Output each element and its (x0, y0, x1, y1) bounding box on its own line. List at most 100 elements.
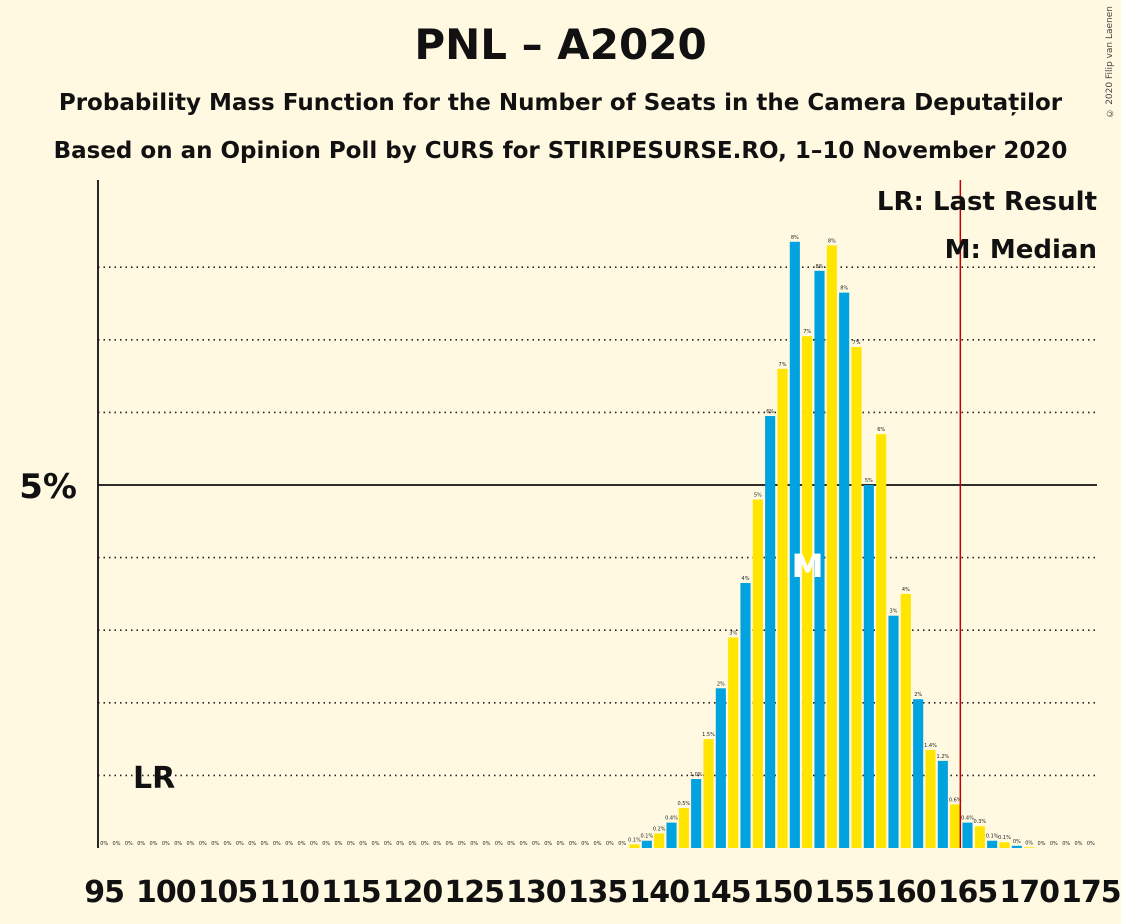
chart-subtitle-2: Based on an Opinion Poll by CURS for STI… (53, 138, 1068, 164)
bar-seat-140 (654, 833, 665, 848)
bar-seat-168 (999, 842, 1010, 848)
bar-value-label: 1.4% (924, 743, 937, 749)
x-tick-label: 130 (506, 875, 566, 910)
bar-value-label: 0% (544, 841, 552, 847)
bar-value-label: 0% (285, 841, 293, 847)
bar-seat-161 (913, 699, 924, 848)
bar-value-label: 1.0% (690, 772, 703, 778)
bar-seat-159 (888, 615, 899, 848)
bar-seat-139 (641, 840, 652, 848)
bar-seat-166 (974, 826, 985, 848)
x-tick-label: 135 (568, 875, 628, 910)
x-tick-label: 110 (259, 875, 319, 910)
bar-seat-143 (691, 779, 702, 848)
x-tick-label: 165 (938, 875, 998, 910)
bar-value-label: 3% (890, 609, 898, 615)
bar-value-label: 0% (187, 841, 195, 847)
bar-value-label: 0% (125, 841, 133, 847)
bar-seat-169 (1011, 845, 1022, 848)
bar-value-label: 7% (779, 362, 787, 368)
bar-value-label: 0% (421, 841, 429, 847)
bar-value-label: 0.1% (640, 834, 653, 840)
chart-subtitle-1: Probability Mass Function for the Number… (58, 90, 1063, 116)
bar-value-label: 0% (396, 841, 404, 847)
bar-value-label: 0% (347, 841, 355, 847)
x-tick-label: 145 (691, 875, 751, 910)
bar-seat-149 (765, 416, 776, 848)
x-tick-label: 140 (629, 875, 689, 910)
bar-value-label: 6% (877, 427, 885, 433)
bar-value-label: 0% (174, 841, 182, 847)
bar-value-label: 0% (372, 841, 380, 847)
bar-value-label: 0% (100, 841, 108, 847)
bar-value-label: 2% (717, 681, 725, 687)
bar-value-label: 0.5% (677, 801, 690, 807)
bar-seat-154 (826, 245, 837, 849)
bar-value-label: 5% (754, 493, 762, 499)
x-tick-label: 100 (136, 875, 196, 910)
bar-value-label: 0% (211, 841, 219, 847)
bar-value-label: 7% (853, 340, 861, 346)
bar-value-label: 0% (1013, 839, 1021, 845)
bar-value-label: 3% (729, 630, 737, 636)
chart-title: PNL – A2020 (414, 20, 707, 69)
bar-value-label: 0% (1038, 841, 1046, 847)
bar-value-label: 0% (433, 841, 441, 847)
bar-value-label: 8% (816, 264, 824, 270)
bar-seat-152 (802, 336, 813, 848)
x-tick-label: 170 (999, 875, 1059, 910)
bar-value-label: 0% (322, 841, 330, 847)
bar-value-label: 0% (248, 841, 256, 847)
bar-value-label: 0.2% (653, 826, 666, 832)
bar-value-label: 0% (236, 841, 244, 847)
bar-value-label: 0% (137, 841, 145, 847)
bar-value-label: 1.5% (702, 732, 715, 738)
bar-seat-153 (814, 270, 825, 849)
bar-seat-141 (666, 822, 677, 848)
bar-value-label: 0% (310, 841, 318, 847)
bar-value-label: 4% (742, 576, 750, 582)
y-tick-label: 5% (19, 467, 77, 507)
bar-value-label: 0% (520, 841, 528, 847)
bar-value-label: 0% (1025, 840, 1033, 846)
bar-seat-144 (703, 739, 714, 848)
bar-value-label: 0% (113, 841, 121, 847)
bar-value-label: 0.1% (986, 834, 999, 840)
bar-seat-150 (777, 368, 788, 848)
bar-value-label: 0% (335, 841, 343, 847)
bar-value-label: 8% (840, 286, 848, 292)
bar-seat-148 (752, 499, 763, 848)
bar-value-label: 0% (557, 841, 565, 847)
bar-seat-164 (950, 804, 961, 848)
bar-value-label: 0% (1075, 841, 1083, 847)
bar-value-label: 0.4% (961, 816, 974, 822)
bar-value-label: 0% (606, 841, 614, 847)
bar-seat-155 (839, 292, 850, 848)
x-tick-label: 120 (383, 875, 443, 910)
bar-value-label: 0% (1087, 841, 1095, 847)
bar-value-label: 0% (199, 841, 207, 847)
x-tick-label: 175 (1061, 875, 1121, 910)
bar-value-label: 6% (766, 409, 774, 415)
x-tick-label: 105 (198, 875, 258, 910)
x-tick-label: 115 (321, 875, 381, 910)
bar-seat-162 (925, 749, 936, 848)
bar-value-label: 0.3% (973, 819, 986, 825)
bar-value-label: 0.6% (949, 797, 962, 803)
bar-value-label: 0% (594, 841, 602, 847)
bar-seat-145 (715, 688, 726, 848)
x-tick-label: 95 (84, 875, 124, 910)
bar-value-label: 4% (902, 587, 910, 593)
bar-value-label: 0% (581, 841, 589, 847)
legend-median: M: Median (945, 235, 1097, 265)
bar-value-label: 0% (470, 841, 478, 847)
x-tick-label: 155 (814, 875, 874, 910)
bar-value-label: 8% (828, 238, 836, 244)
bar-value-label: 0% (261, 841, 269, 847)
bar-value-label: 0% (162, 841, 170, 847)
bar-value-label: 0% (1050, 841, 1058, 847)
bar-value-label: 0% (495, 841, 503, 847)
bar-value-label: 0% (446, 841, 454, 847)
bar-value-label: 0.1% (628, 837, 641, 843)
